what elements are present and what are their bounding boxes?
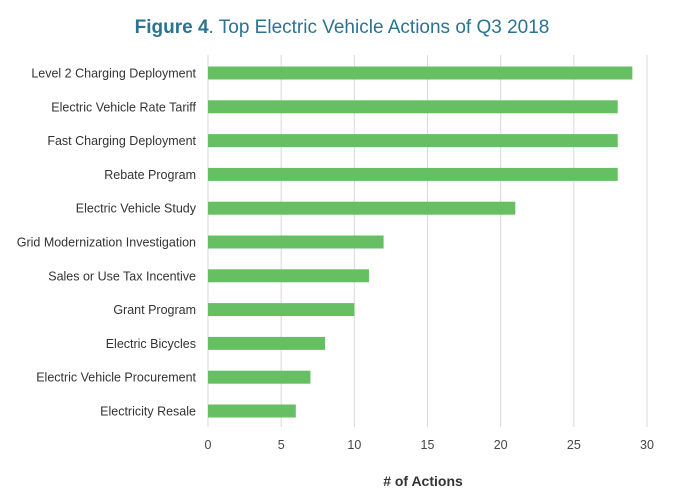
x-tick-label: 5: [278, 438, 285, 452]
x-tick-label: 20: [494, 438, 508, 452]
x-tick-label: 0: [205, 438, 212, 452]
bar: [208, 201, 516, 215]
bar: [208, 404, 296, 418]
chart-title: Figure 4. Top Electric Vehicle Actions o…: [135, 17, 550, 38]
bar: [208, 66, 633, 80]
bar: [208, 134, 618, 148]
x-tick-label: 25: [567, 438, 581, 452]
category-label: Electric Vehicle Rate Tariff: [51, 100, 196, 114]
category-label: Grant Program: [113, 303, 196, 317]
chart-title-bold: Figure 4: [135, 17, 209, 38]
category-label: Level 2 Charging Deployment: [31, 67, 196, 81]
category-labels: Level 2 Charging Deployment Electric Vehi…: [17, 67, 197, 419]
category-label: Fast Charging Deployment: [47, 134, 196, 148]
x-axis-title: # of Actions: [383, 473, 463, 489]
category-label: Electric Bicycles: [106, 337, 196, 351]
chart-title-rest: . Top Electric Vehicle Actions of Q3 201…: [209, 17, 550, 38]
bars: [208, 66, 633, 418]
x-tick-labels: 0 5 10 15 20 25 30: [205, 438, 654, 452]
category-label: Electric Vehicle Study: [76, 202, 197, 216]
bar: [208, 303, 355, 317]
x-tick-label: 30: [640, 438, 654, 452]
bar: [208, 269, 369, 283]
category-label: Sales or Use Tax Incentive: [48, 269, 196, 283]
category-label: Grid Modernization Investigation: [17, 236, 196, 250]
category-label: Electric Vehicle Procurement: [36, 371, 196, 385]
category-label: Electricity Resale: [100, 405, 196, 419]
bar: [208, 370, 311, 384]
bar: [208, 100, 618, 114]
x-tick-label: 15: [421, 438, 435, 452]
x-tick-label: 10: [347, 438, 361, 452]
bar: [208, 336, 326, 350]
category-label: Rebate Program: [104, 168, 196, 182]
bar: [208, 235, 384, 249]
bar: [208, 167, 618, 181]
